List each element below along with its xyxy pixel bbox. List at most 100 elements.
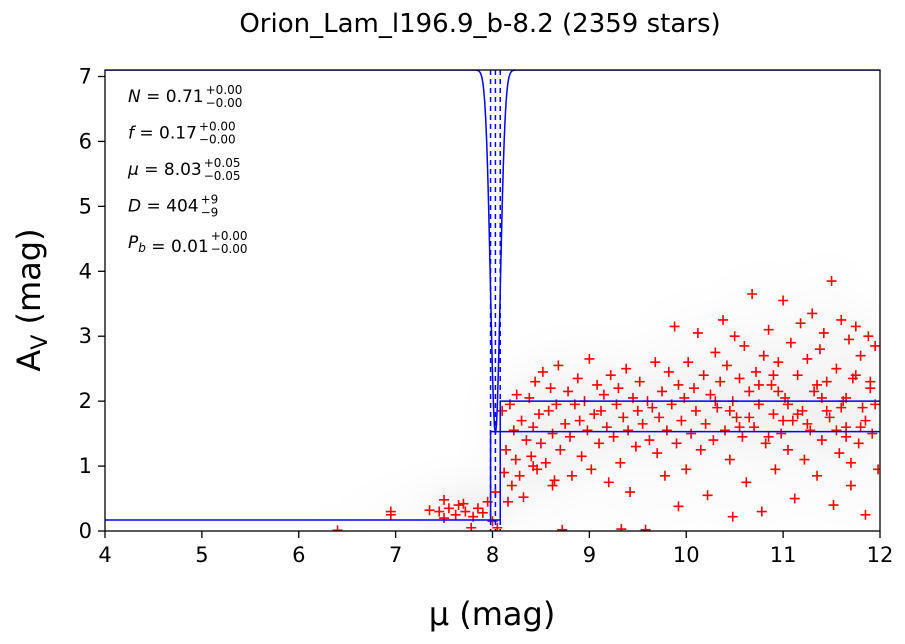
star-point xyxy=(853,438,864,449)
star-point xyxy=(605,370,616,381)
star-point xyxy=(841,431,852,442)
star-point xyxy=(747,289,758,300)
star-point xyxy=(708,435,719,446)
star-point xyxy=(601,422,612,433)
star-point xyxy=(673,379,684,390)
fit-parameter-upper: +0.00 xyxy=(211,229,248,243)
star-point xyxy=(508,425,519,436)
star-point xyxy=(741,477,752,488)
star-point xyxy=(450,509,461,520)
star-point xyxy=(860,415,871,426)
star-point xyxy=(621,363,632,374)
star-point xyxy=(681,464,692,475)
star-point xyxy=(543,405,554,416)
y-tick-label: 1 xyxy=(79,454,92,478)
star-point xyxy=(727,511,738,522)
star-point xyxy=(698,370,709,381)
star-point xyxy=(785,337,796,348)
star-point xyxy=(555,444,566,455)
model-lines xyxy=(105,70,880,531)
y-tick-label: 0 xyxy=(79,519,92,543)
star-point xyxy=(594,438,605,449)
star-point xyxy=(537,366,548,377)
star-point xyxy=(776,428,787,439)
star-point xyxy=(549,475,560,486)
star-point xyxy=(501,444,512,455)
star-point xyxy=(634,376,645,387)
y-tick-label: 5 xyxy=(79,194,92,218)
star-point xyxy=(586,464,597,475)
star-point xyxy=(768,409,779,420)
star-point xyxy=(737,431,748,442)
star-point xyxy=(712,402,723,413)
y-tick-label: 2 xyxy=(79,389,92,413)
star-point xyxy=(530,376,541,387)
star-point xyxy=(692,327,703,338)
y-axis: 0 1 2 3 4 5 6 7 xyxy=(79,64,105,543)
star-point xyxy=(689,383,699,394)
star-point xyxy=(547,428,558,439)
star-point xyxy=(812,379,823,390)
star-point xyxy=(836,314,847,325)
star-point xyxy=(787,415,798,426)
star-point xyxy=(503,496,513,507)
star-point xyxy=(867,428,878,439)
star-point xyxy=(773,386,784,397)
star-point xyxy=(596,405,606,416)
star-point xyxy=(671,438,682,449)
fit-parameter-upper: +0.00 xyxy=(206,83,243,97)
star-point xyxy=(616,524,627,531)
fit-parameter-lower: −0.00 xyxy=(206,96,243,110)
star-point xyxy=(439,494,450,505)
star-point xyxy=(821,376,832,387)
star-point xyxy=(860,509,871,520)
star-point xyxy=(477,507,488,518)
star-point xyxy=(718,314,729,325)
y-tick-label: 7 xyxy=(79,64,92,88)
star-point xyxy=(630,441,641,452)
star-point xyxy=(598,389,609,400)
star-point xyxy=(439,513,450,524)
star-point xyxy=(807,308,818,319)
star-point xyxy=(511,389,522,400)
x-tick-label: 5 xyxy=(195,543,208,567)
star-point xyxy=(654,412,665,423)
star-point xyxy=(518,492,529,503)
star-point xyxy=(695,444,706,455)
fit-parameter: Pb = 0.01 xyxy=(128,233,209,257)
star-point xyxy=(705,389,716,400)
fit-parameter: N = 0.71 xyxy=(128,87,204,107)
star-point xyxy=(506,480,517,491)
star-point xyxy=(792,409,803,420)
fit-parameter: f = 0.17 xyxy=(128,124,197,144)
star-point xyxy=(603,477,614,488)
star-point xyxy=(659,470,670,481)
star-point xyxy=(855,422,866,433)
star-point xyxy=(572,373,583,384)
x-tick-label: 8 xyxy=(486,543,499,567)
star-point xyxy=(669,321,680,332)
star-point xyxy=(724,454,735,465)
star-point xyxy=(857,402,868,413)
star-point xyxy=(683,357,694,368)
star-point xyxy=(744,412,755,423)
star-point xyxy=(702,490,713,501)
star-point xyxy=(582,425,593,436)
star-point xyxy=(710,347,721,358)
x-axis: 4 5 6 7 8 9 10 11 12 xyxy=(98,531,893,567)
star-point xyxy=(756,506,767,517)
star-point xyxy=(789,493,800,504)
star-point xyxy=(744,386,755,397)
star-point xyxy=(760,438,771,449)
star-point xyxy=(650,357,661,368)
star-point xyxy=(731,412,742,423)
star-point xyxy=(873,464,880,475)
star-point xyxy=(535,438,546,449)
star-point xyxy=(850,370,861,381)
star-point xyxy=(721,360,732,371)
star-point xyxy=(534,409,544,420)
star-point xyxy=(778,295,789,306)
star-point xyxy=(657,386,668,397)
star-point xyxy=(516,415,527,426)
star-point xyxy=(460,506,471,517)
